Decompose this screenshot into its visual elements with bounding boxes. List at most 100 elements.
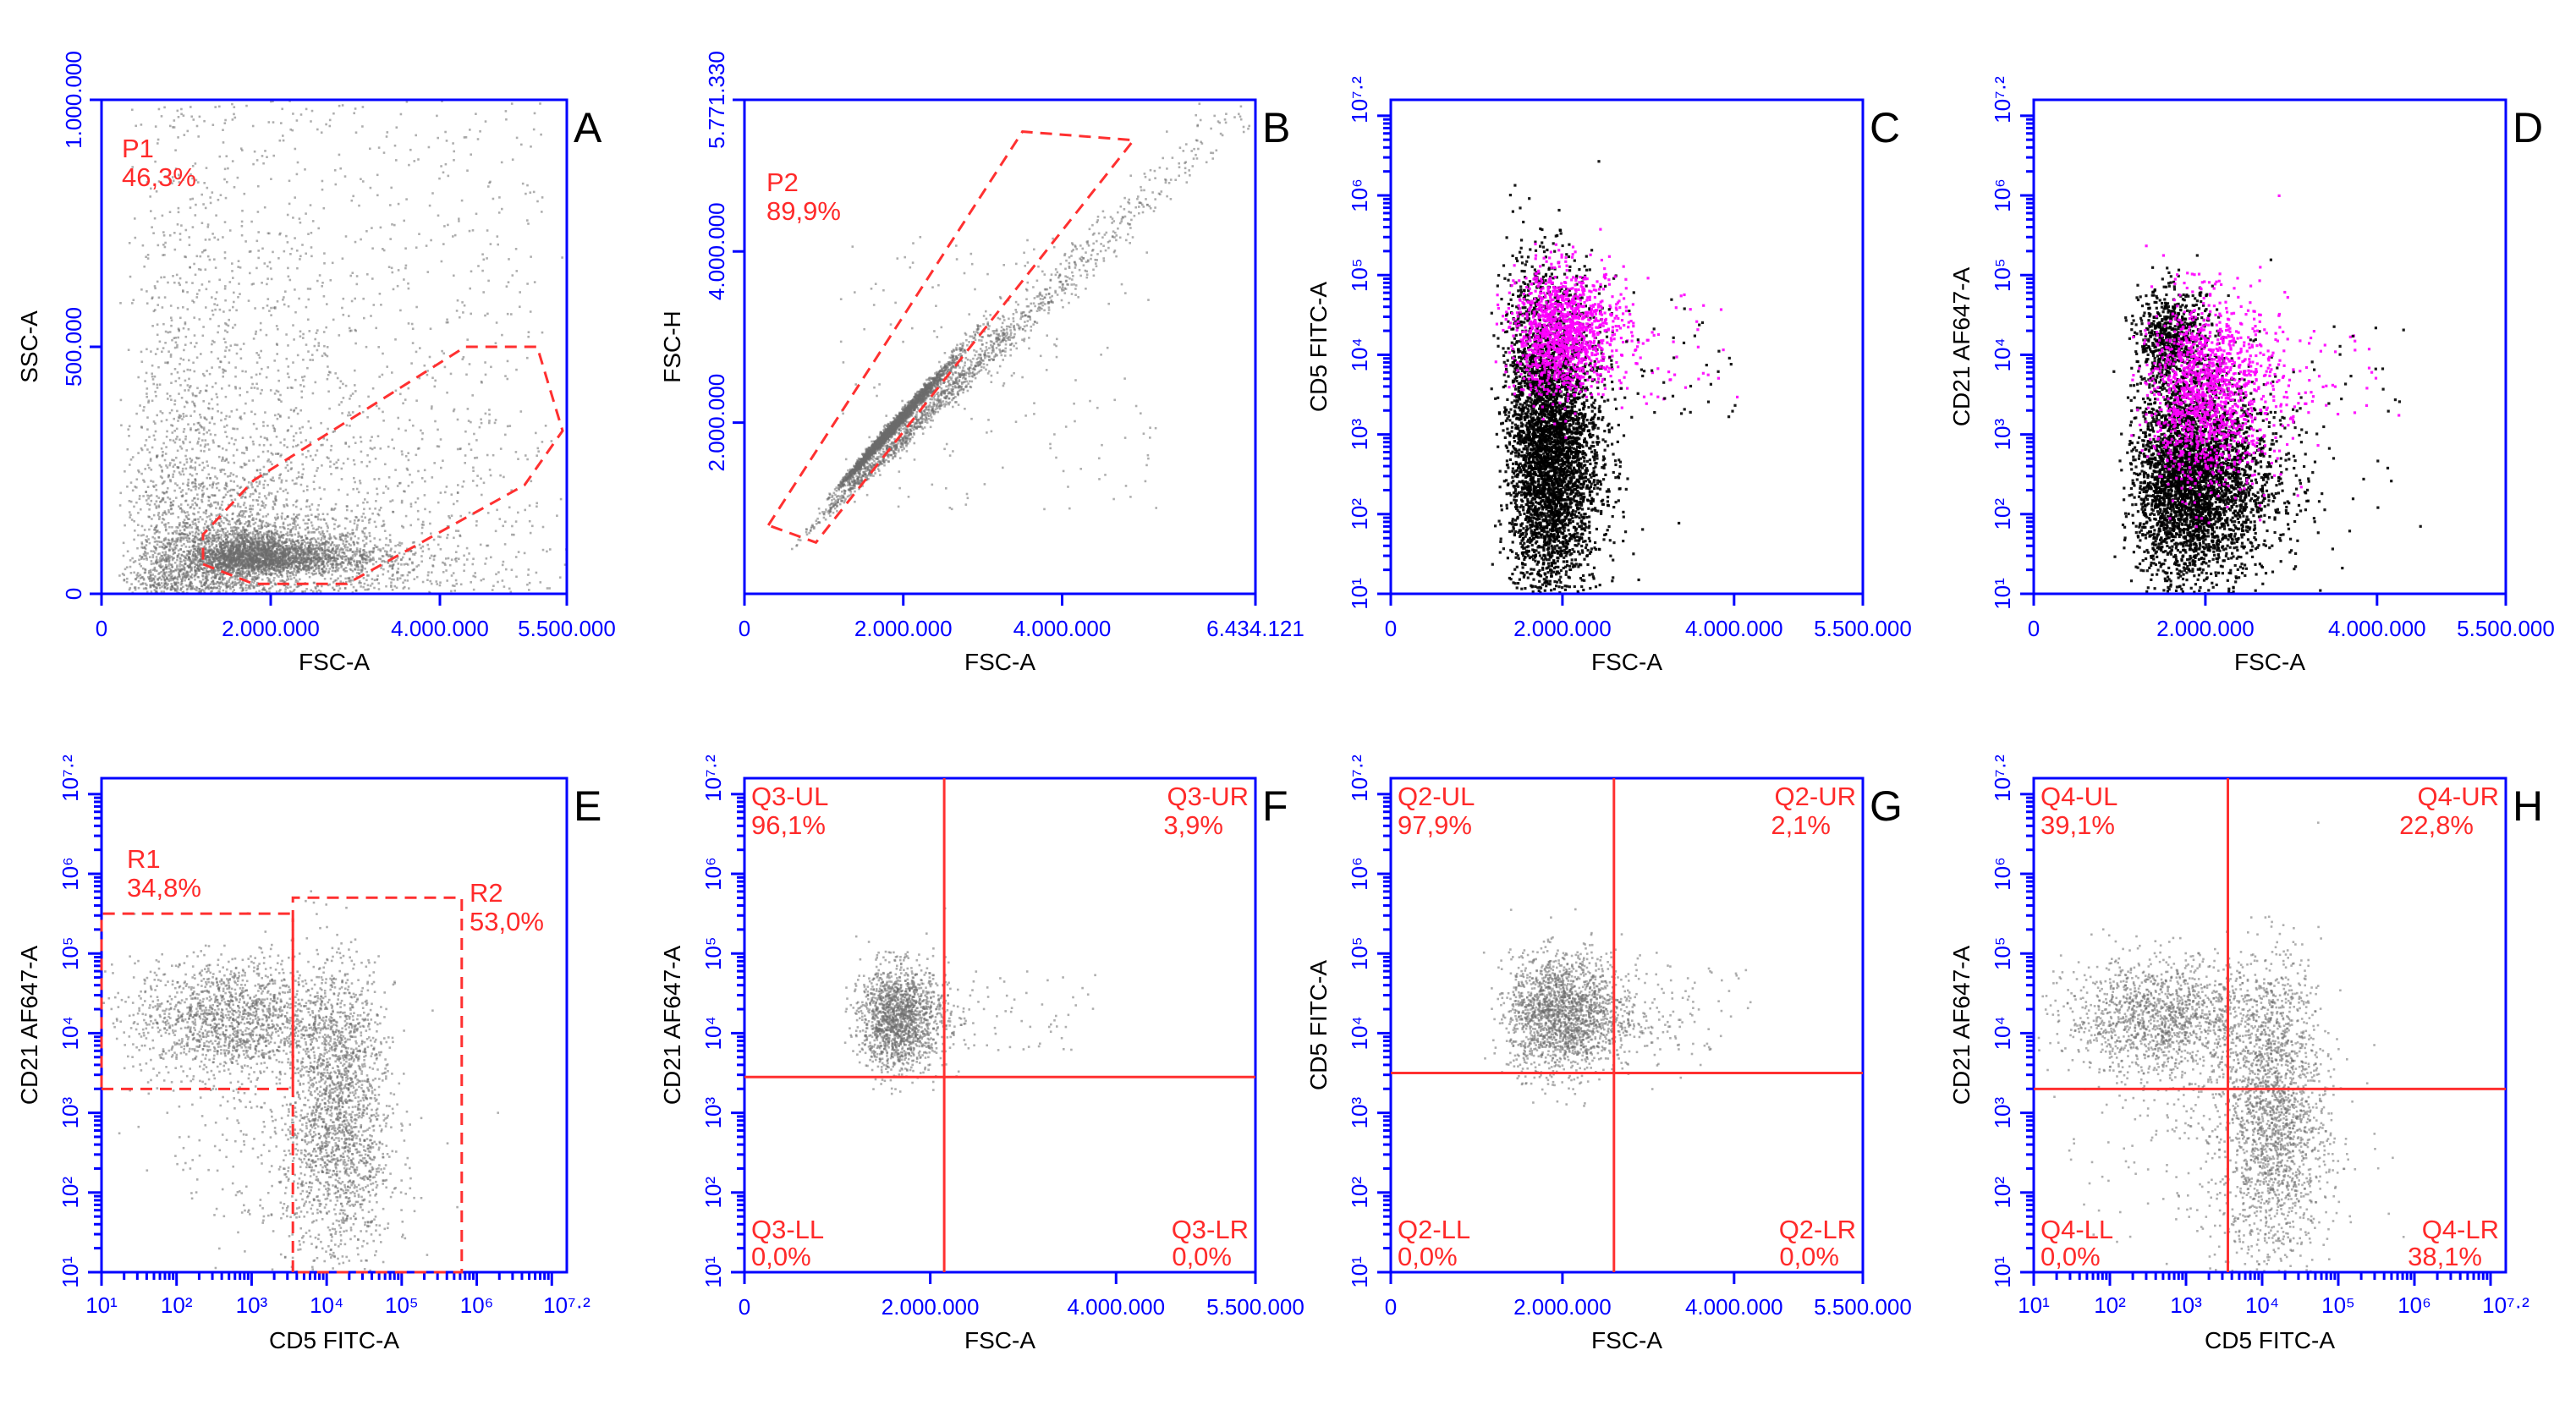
event-dot bbox=[283, 563, 285, 565]
event-dot bbox=[361, 561, 365, 563]
event-dot bbox=[266, 577, 269, 579]
event-dot bbox=[389, 500, 392, 503]
event-dot bbox=[300, 562, 304, 564]
event-dot bbox=[189, 575, 192, 579]
event-dot bbox=[319, 533, 322, 535]
event-dot bbox=[195, 356, 199, 359]
event-dot bbox=[379, 447, 382, 450]
event-dot bbox=[172, 579, 174, 581]
event-dot bbox=[225, 483, 228, 486]
event-dot bbox=[272, 563, 276, 565]
event-dot bbox=[185, 525, 188, 529]
event-dot bbox=[228, 532, 231, 535]
event-dot bbox=[306, 547, 309, 551]
event-dot bbox=[347, 549, 349, 552]
event-dot bbox=[299, 565, 301, 568]
event-dot bbox=[158, 383, 162, 386]
event-dot bbox=[164, 536, 167, 540]
event-dot bbox=[418, 543, 421, 546]
event-dot bbox=[197, 533, 200, 536]
event-dot bbox=[171, 458, 173, 462]
event-dot bbox=[176, 544, 179, 547]
event-dot bbox=[381, 564, 383, 567]
event-dot bbox=[304, 552, 307, 556]
event-dot bbox=[375, 546, 377, 549]
event-dot bbox=[280, 552, 283, 556]
event-dot bbox=[275, 436, 278, 438]
event-dot bbox=[244, 542, 246, 546]
event-dot bbox=[201, 578, 205, 581]
event-dot bbox=[362, 585, 365, 589]
event-dot bbox=[215, 557, 218, 560]
event-dot bbox=[278, 540, 282, 542]
event-dot bbox=[314, 546, 317, 550]
event-dot bbox=[215, 214, 217, 217]
event-dot bbox=[149, 195, 151, 198]
event-dot bbox=[208, 280, 211, 283]
event-dot bbox=[310, 541, 312, 543]
event-dot bbox=[242, 529, 244, 532]
event-dot bbox=[272, 541, 274, 544]
event-dot bbox=[225, 323, 228, 326]
event-dot bbox=[172, 439, 175, 442]
event-dot bbox=[215, 559, 217, 563]
event-dot bbox=[316, 528, 319, 530]
event-dot bbox=[296, 557, 299, 559]
event-dot bbox=[211, 339, 214, 343]
event-dot bbox=[321, 536, 323, 540]
event-dot bbox=[260, 552, 263, 554]
event-dot bbox=[310, 562, 312, 565]
event-dot bbox=[354, 515, 357, 519]
event-dot bbox=[193, 402, 195, 405]
event-dot bbox=[230, 542, 233, 546]
event-dot bbox=[296, 524, 299, 526]
event-dot bbox=[276, 564, 278, 568]
event-dot bbox=[373, 544, 376, 546]
event-dot bbox=[294, 310, 297, 314]
event-dot bbox=[233, 575, 237, 578]
event-dot bbox=[157, 518, 161, 520]
event-dot bbox=[444, 130, 447, 134]
event-dot bbox=[153, 541, 157, 543]
event-dot bbox=[334, 549, 338, 552]
event-dot bbox=[381, 560, 383, 563]
event-dot bbox=[305, 564, 307, 568]
event-dot bbox=[231, 553, 233, 556]
event-dot bbox=[465, 546, 469, 550]
event-dot bbox=[281, 541, 283, 543]
event-dot bbox=[156, 561, 159, 563]
event-dot bbox=[174, 541, 178, 544]
event-dot bbox=[206, 535, 209, 537]
event-dot bbox=[237, 548, 240, 552]
event-dot bbox=[387, 562, 390, 564]
event-dot bbox=[294, 564, 297, 568]
event-dot bbox=[228, 564, 231, 568]
event-dot bbox=[154, 125, 157, 128]
event-dot bbox=[131, 302, 134, 305]
event-dot bbox=[459, 535, 462, 538]
event-dot bbox=[264, 561, 266, 564]
event-dot bbox=[274, 572, 277, 575]
event-dot bbox=[323, 344, 326, 348]
event-dot bbox=[317, 568, 321, 570]
event-dot bbox=[353, 522, 356, 525]
event-dot bbox=[224, 484, 228, 486]
event-dot bbox=[140, 447, 143, 450]
event-dot bbox=[242, 525, 244, 529]
event-dot bbox=[150, 480, 152, 482]
event-dot bbox=[316, 329, 319, 332]
event-dot bbox=[405, 563, 408, 565]
event-dot bbox=[244, 564, 247, 567]
event-dot bbox=[258, 564, 261, 568]
event-dot bbox=[336, 376, 339, 380]
event-dot bbox=[251, 533, 255, 535]
event-dot bbox=[211, 536, 214, 539]
event-dot bbox=[394, 338, 397, 341]
event-dot bbox=[137, 524, 140, 526]
event-dot bbox=[288, 545, 290, 547]
event-dot bbox=[365, 535, 368, 539]
event-dot bbox=[171, 547, 173, 551]
event-dot bbox=[211, 523, 214, 526]
event-dot bbox=[307, 571, 310, 574]
event-dot bbox=[355, 551, 359, 553]
